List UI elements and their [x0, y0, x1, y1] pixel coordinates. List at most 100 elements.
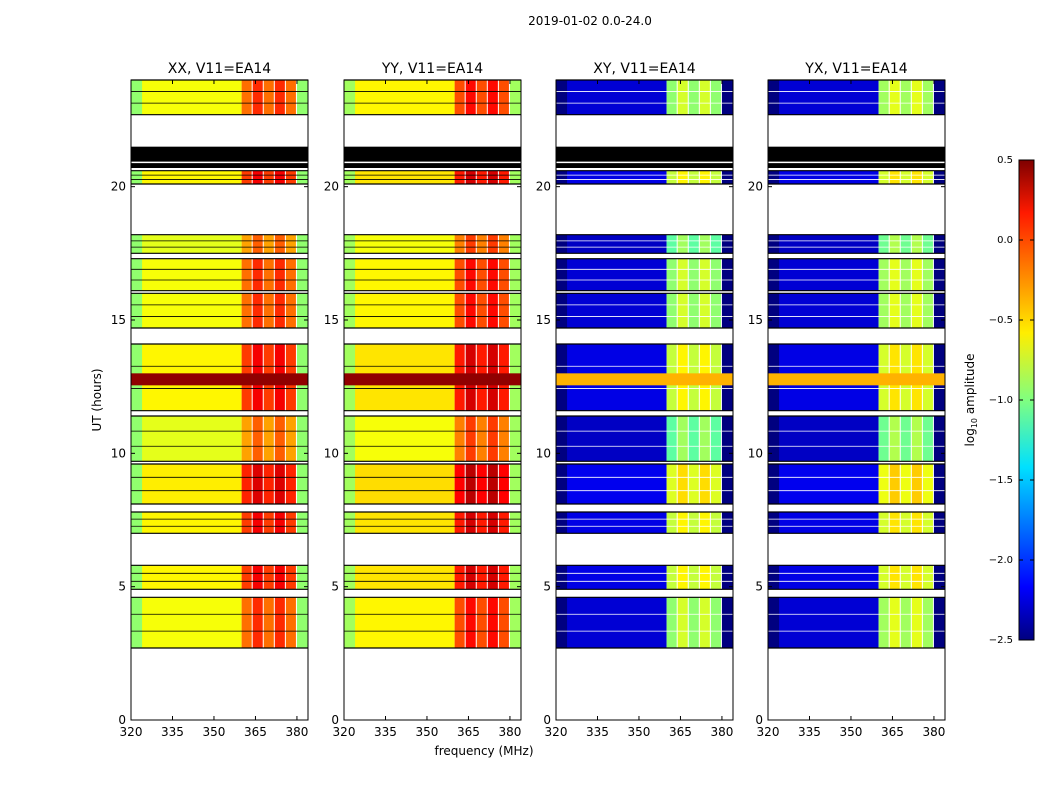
y-tick-label: 20: [536, 180, 551, 194]
heatmap-cell: [285, 464, 296, 504]
y-tick-label: 5: [118, 580, 126, 594]
heatmap-cell: [509, 258, 521, 291]
heatmap-cell: [666, 258, 677, 291]
heatmap-cell: [556, 464, 667, 504]
heatmap-cell: [344, 293, 356, 328]
y-tick-label: 0: [755, 713, 763, 727]
heatmap-cell: [296, 464, 308, 504]
x-tick-label: 350: [203, 725, 226, 739]
y-tick-label: 10: [536, 446, 551, 460]
heatmap-cell: [556, 258, 667, 291]
heatmap-cell: [131, 258, 143, 291]
heatmap-cell: [344, 170, 455, 184]
heatmap-cell: [454, 234, 465, 254]
heatmap-cell: [274, 80, 285, 115]
heatmap-cell: [721, 258, 733, 291]
heatmap-cell: [922, 416, 933, 462]
heatmap-cell: [344, 565, 455, 590]
heatmap-cell: [476, 293, 487, 328]
heatmap-cell: [710, 234, 721, 254]
heatmap-cell: [241, 258, 252, 291]
heatmap-cell: [768, 416, 780, 462]
heatmap-cell: [465, 565, 476, 590]
heatmap-cell: [878, 464, 889, 504]
heatmap-cell: [710, 416, 721, 462]
x-tick-label: 320: [120, 725, 143, 739]
heatmap-cell: [922, 258, 933, 291]
heatmap-cell: [556, 597, 568, 648]
heatmap-cell: [556, 80, 667, 115]
heatmap-cell: [688, 293, 699, 328]
y-tick-label: 0: [543, 713, 551, 727]
heatmap-cell: [768, 512, 780, 534]
heatmap-cell: [688, 170, 699, 184]
heatmap-cell: [768, 565, 780, 590]
heatmap-cell: [487, 597, 498, 648]
heatmap-cell: [768, 234, 780, 254]
y-tick-label: 15: [748, 313, 763, 327]
x-tick-label: 380: [498, 725, 521, 739]
heatmap-cell: [699, 170, 710, 184]
heatmap-strong-band: [556, 373, 733, 386]
heatmap-cell: [487, 565, 498, 590]
heatmap-cell: [498, 234, 509, 254]
x-tick-label: 365: [457, 725, 480, 739]
heatmap-cell: [710, 565, 721, 590]
heatmap-cell: [878, 565, 889, 590]
heatmap-cell: [274, 258, 285, 291]
heatmap-cell: [688, 597, 699, 648]
heatmap-cell: [721, 293, 733, 328]
heatmap-cell: [465, 512, 476, 534]
heatmap-cell: [768, 258, 780, 291]
heatmap-cell: [344, 80, 356, 115]
y-tick-label: 15: [324, 313, 339, 327]
heatmap-cell: [487, 234, 498, 254]
panel-yx: YX, V11=EA14 320 335 350 365 380 0 5 10 15 20: [748, 61, 946, 739]
heatmap-cell: [131, 464, 143, 504]
heatmap-cell: [933, 597, 945, 648]
heatmap-cell: [768, 464, 780, 504]
heatmap-cell: [454, 416, 465, 462]
y-tick-label: 0: [118, 713, 126, 727]
heatmap-cell: [933, 464, 945, 504]
heatmap-cell: [498, 416, 509, 462]
y-tick-label: 10: [748, 446, 763, 460]
heatmap-cell: [900, 565, 911, 590]
heatmap-cell: [252, 464, 263, 504]
heatmap-cell: [465, 258, 476, 291]
heatmap-cell: [131, 170, 242, 184]
heatmap-cell: [933, 512, 945, 534]
heatmap-cell: [296, 565, 308, 590]
heatmap-cell: [465, 170, 476, 184]
heatmap-cell: [131, 597, 242, 648]
heatmap-cell: [688, 512, 699, 534]
heatmap-cell: [688, 565, 699, 590]
heatmap-cell: [274, 416, 285, 462]
heatmap-cell: [768, 80, 879, 115]
heatmap-cell: [768, 597, 780, 648]
heatmap-cell: [922, 170, 933, 184]
heatmap-cell: [252, 170, 263, 184]
heatmap-cell: [889, 565, 900, 590]
heatmap-cell: [131, 80, 242, 115]
heatmap-cell: [509, 293, 521, 328]
heatmap-cell: [666, 597, 677, 648]
flagged-band: [344, 146, 521, 168]
heatmap-cell: [900, 80, 911, 115]
heatmap-cell: [677, 80, 688, 115]
heatmap-cell: [911, 512, 922, 534]
heatmap-cell: [344, 234, 356, 254]
heatmap-cell: [889, 170, 900, 184]
heatmap-cell: [241, 464, 252, 504]
heatmap-cell: [721, 234, 733, 254]
x-tick-label: 335: [374, 725, 397, 739]
panel-yy: YY, V11=EA14 320 335 350 365 380 0 5 10 15 20: [324, 61, 522, 739]
x-tick-label: 380: [922, 725, 945, 739]
heatmap-cell: [252, 416, 263, 462]
heatmap-strong-band: [344, 373, 521, 386]
x-tick-label: 320: [333, 725, 356, 739]
heatmap-cell: [487, 170, 498, 184]
heatmap-cell: [721, 565, 733, 590]
heatmap-cell: [721, 597, 733, 648]
heatmap-cell: [131, 512, 242, 534]
